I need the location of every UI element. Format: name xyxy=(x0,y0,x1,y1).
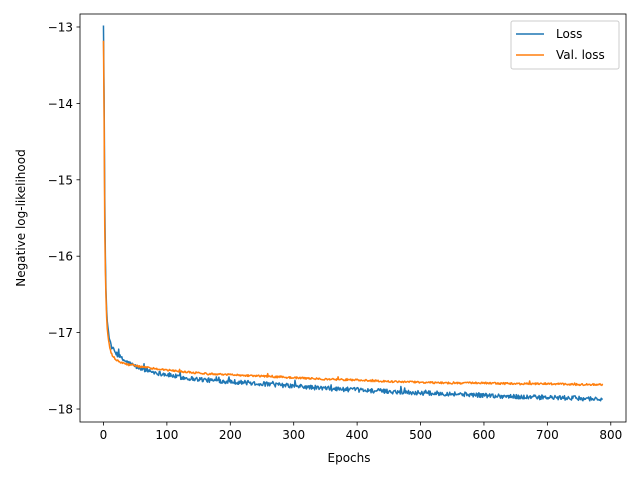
x-tick-label: 800 xyxy=(599,428,622,442)
plot-frame xyxy=(79,13,627,423)
x-tick-label: 600 xyxy=(472,428,495,442)
legend-label-loss: Loss xyxy=(556,27,582,41)
x-axis-ticks: 0 100 200 300 400 500 600 700 800 xyxy=(100,422,622,442)
x-tick-label: 400 xyxy=(346,428,369,442)
series-line-loss xyxy=(102,25,604,402)
x-tick-label: 200 xyxy=(219,428,242,442)
y-tick-label: −14 xyxy=(48,97,73,111)
series-line-val-loss xyxy=(102,40,604,387)
y-tick-label: −18 xyxy=(48,403,73,417)
y-tick-label: −15 xyxy=(48,173,73,187)
y-tick-label: −17 xyxy=(48,326,73,340)
y-axis-label: Negative log-likelihood xyxy=(14,149,28,286)
y-tick-label: −16 xyxy=(48,250,73,264)
x-tick-label: 500 xyxy=(409,428,432,442)
legend-label-val-loss: Val. loss xyxy=(556,48,605,62)
y-tick-label: −13 xyxy=(48,20,73,34)
x-tick-label: 100 xyxy=(155,428,178,442)
x-tick-label: 0 xyxy=(100,428,108,442)
legend-box xyxy=(510,20,620,70)
legend: Loss Val. loss xyxy=(510,20,620,70)
x-tick-label: 300 xyxy=(282,428,305,442)
x-tick-label: 700 xyxy=(536,428,559,442)
x-axis-label: Epochs xyxy=(328,451,371,465)
series-lines xyxy=(102,25,604,402)
y-axis-ticks: −18 −17 −16 −15 −14 −13 xyxy=(48,20,80,417)
